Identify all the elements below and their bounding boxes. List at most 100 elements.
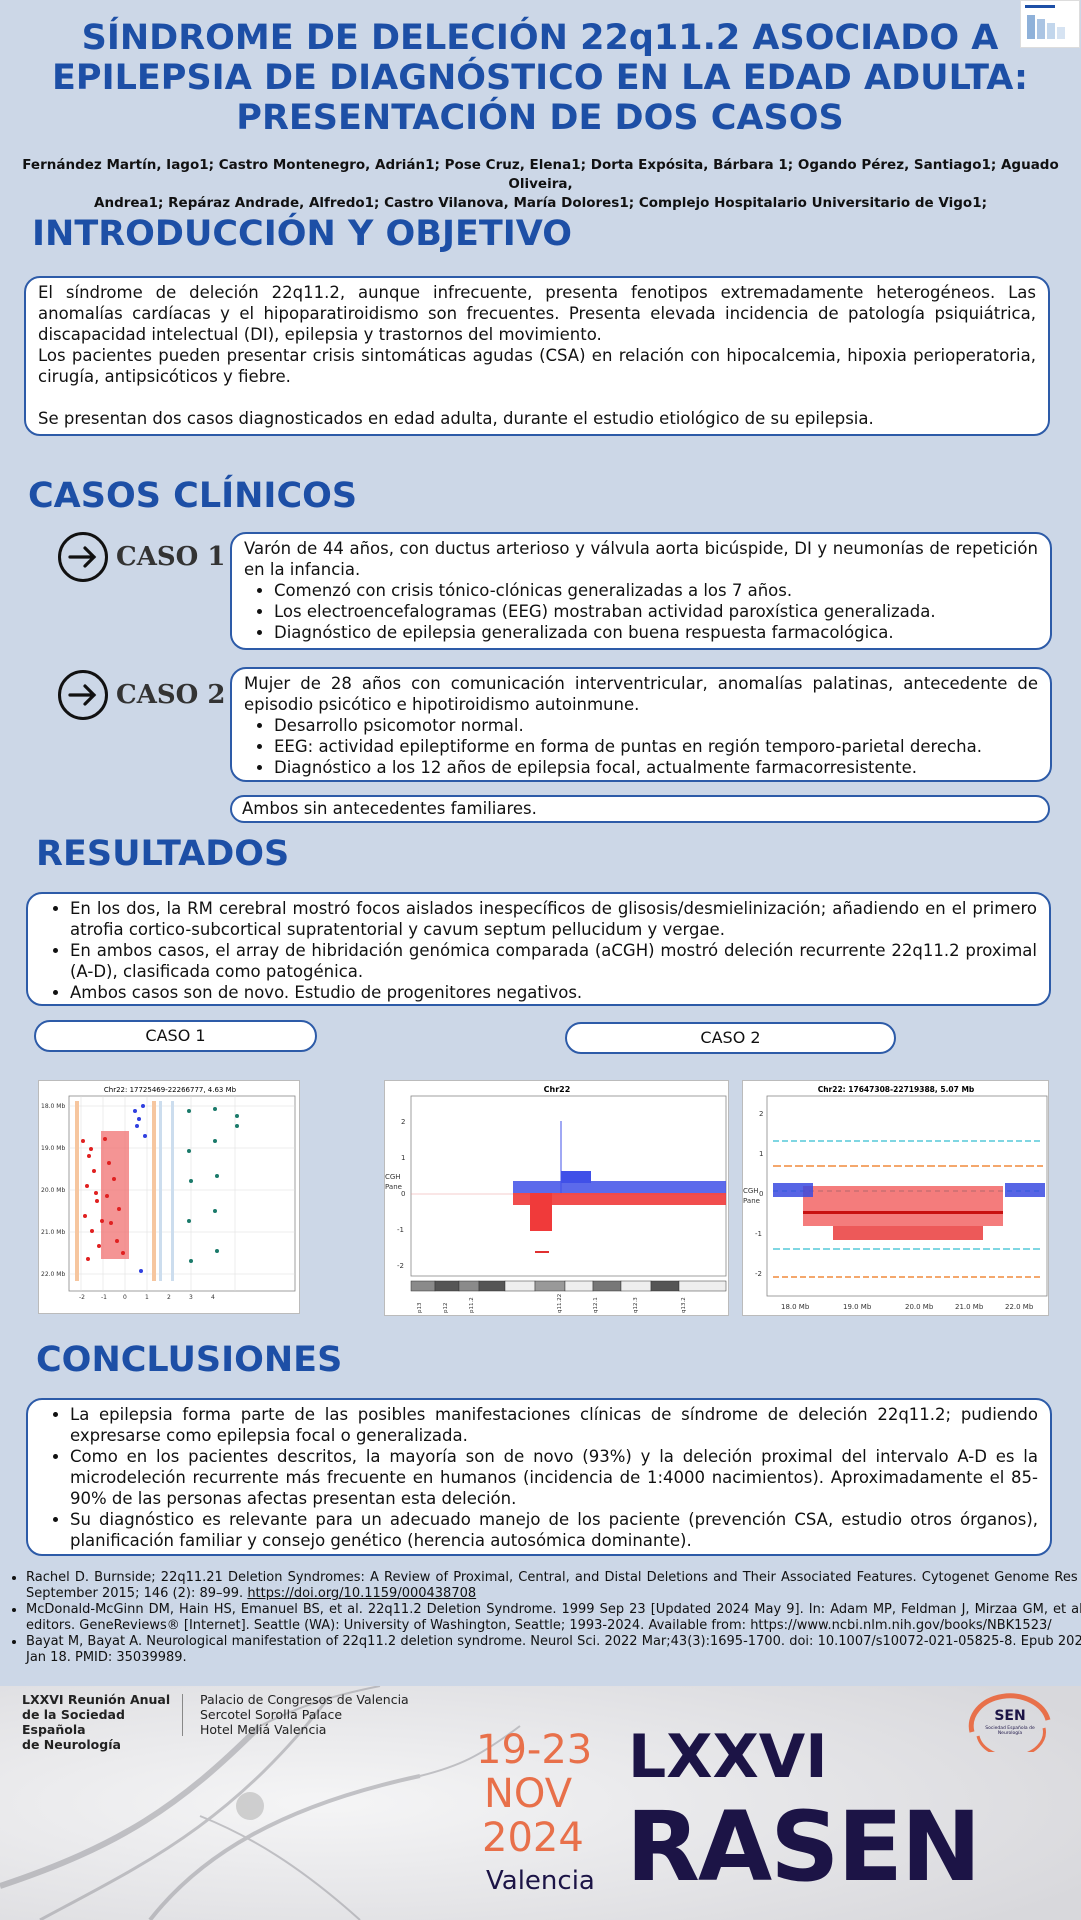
fig3-xtick: 20.0 Mb	[905, 1303, 934, 1311]
fig3-ytick: -1	[755, 1230, 762, 1238]
footer-divider	[182, 1694, 183, 1736]
caso1-label-text: CASO 1	[116, 542, 226, 572]
fig2-band: p13	[417, 1302, 423, 1313]
congress-footer: LXXVI Reunión Anual de la Sociedad Españ…	[0, 1686, 1081, 1920]
fig2-band: q13.2	[681, 1297, 687, 1313]
venue-line: Hotel Meliá Valencia	[200, 1722, 327, 1737]
congress-city: Valencia	[486, 1866, 595, 1896]
venue-line: Sercotel Sorolla Palace	[200, 1707, 343, 1722]
fig1-xtick: -1	[101, 1294, 107, 1301]
list-item: Ambos casos son de novo. Estudio de prog…	[70, 982, 1037, 1003]
fig2-band: q12.3	[633, 1297, 639, 1313]
list-item: En ambos casos, el array de hibridación …	[70, 940, 1037, 982]
congress-month: NOV	[484, 1771, 573, 1817]
conclusiones-list: La epilepsia forma parte de las posibles…	[40, 1404, 1038, 1551]
title-line-2: EPILEPSIA DE DIAGNÓSTICO EN LA EDAD ADUL…	[52, 58, 1028, 98]
fig2-band: p11.2	[469, 1297, 475, 1313]
list-item: Diagnóstico a los 12 años de epilepsia f…	[274, 757, 1038, 778]
fig1-xtick: -2	[79, 1294, 85, 1301]
caso2-box: Mujer de 28 años con comunicación interv…	[230, 667, 1052, 782]
fig3-xtick: 19.0 Mb	[843, 1303, 872, 1311]
org-line: de Neurología	[22, 1737, 121, 1752]
conclusiones-heading: CONCLUSIONES	[36, 1340, 343, 1380]
fig2-title: Chr22	[544, 1085, 571, 1094]
list-item: EEG: actividad epileptiforme en forma de…	[274, 736, 1038, 757]
fig2-pane-label: Pane	[385, 1183, 402, 1191]
fig2-band: p12	[443, 1303, 449, 1314]
reference-item: Rachel D. Burnside; 22q11.21 Deletion Sy…	[26, 1570, 1081, 1602]
fig3-ylabel: CGH	[743, 1187, 759, 1195]
reference-doi-link[interactable]: https://doi.org/10.1159/000438708	[247, 1586, 477, 1601]
fig1-ytick: 20.0 Mb	[41, 1187, 65, 1194]
fig1-xtick: 3	[189, 1294, 193, 1301]
sen-logo-subtext: Sociedad Española de Neurología	[985, 1726, 1035, 1736]
resultados-heading: RESULTADOS	[36, 834, 290, 874]
fig3-ytick: -2	[755, 1270, 762, 1278]
list-item: Desarrollo psicomotor normal.	[274, 715, 1038, 736]
congress-year: 2024	[482, 1815, 584, 1861]
org-line: de la Sociedad Española	[22, 1707, 125, 1737]
acgh-figure-caso2-detail: Chr22: 17647308-22719388, 5.07 Mb 2 1 0 …	[742, 1080, 1049, 1316]
list-item: Su diagnóstico es relevante para un adec…	[70, 1509, 1038, 1551]
fig1-xtick: 1	[145, 1294, 149, 1301]
fig1-xtick: 2	[167, 1294, 171, 1301]
fig1-title: Chr22: 17725469-22266777, 4.63 Mb	[104, 1086, 237, 1094]
caso2-list: Desarrollo psicomotor normal. EEG: activ…	[244, 715, 1038, 778]
authors-line-2: Andrea1; Repáraz Andrade, Alfredo1; Cast…	[94, 195, 987, 211]
authors-line-1: Fernández Martín, Iago1; Castro Monteneg…	[22, 157, 1059, 192]
fig2-ytick: -1	[397, 1226, 404, 1234]
caso1-box: Varón de 44 años, con ductus arterioso y…	[230, 532, 1052, 650]
caso2-intro: Mujer de 28 años con comunicación interv…	[244, 674, 1038, 714]
poster-title: SÍNDROME DE DELECIÓN 22q11.2 ASOCIADO A …	[40, 18, 1040, 138]
title-line-3: PRESENTACIÓN DE DOS CASOS	[236, 98, 844, 138]
fig2-ylabel: CGH	[385, 1173, 401, 1181]
caso2-label-text: CASO 2	[116, 680, 226, 710]
fig1-ytick: 22.0 Mb	[41, 1271, 65, 1278]
reference-text: Rachel D. Burnside; 22q11.21 Deletion Sy…	[26, 1570, 1081, 1601]
caso1-label: CASO 1	[58, 532, 225, 582]
intro-paragraph-3: Se presentan dos casos diagnosticados en…	[38, 409, 874, 428]
intro-box: El síndrome de deleción 22q11.2, aunque …	[24, 276, 1050, 436]
neuron-background-icon	[0, 1686, 1081, 1920]
fig3-xtick: 18.0 Mb	[781, 1303, 810, 1311]
reference-item: McDonald-McGinn DM, Hain HS, Emanuel BS,…	[26, 1602, 1081, 1634]
list-item: Los electroencefalogramas (EEG) mostraba…	[274, 601, 1038, 622]
fig3-ytick: 2	[759, 1110, 763, 1118]
venue-line: Palacio de Congresos de Valencia	[200, 1692, 409, 1707]
sen-logo-text: SEN	[994, 1708, 1026, 1724]
acgh-figure-caso1: Chr22: 17725469-22266777, 4.63 Mb 18.0 M…	[38, 1080, 300, 1314]
fig1-xtick: 4	[211, 1294, 215, 1301]
resultados-caso1-label: CASO 1	[34, 1020, 317, 1052]
caso1-intro: Varón de 44 años, con ductus arterioso y…	[244, 539, 1038, 579]
fig3-ytick: 1	[759, 1150, 763, 1158]
org-name: LXXVI Reunión Anual de la Sociedad Españ…	[22, 1692, 172, 1752]
references-list: Rachel D. Burnside; 22q11.21 Deletion Sy…	[10, 1570, 1081, 1666]
fig3-xtick: 22.0 Mb	[1005, 1303, 1034, 1311]
congress-dates: 19-23	[476, 1727, 593, 1773]
fig3-ytick: 0	[759, 1190, 763, 1198]
fig1-xtick: 0	[123, 1294, 127, 1301]
congress-event-name: RASEN	[626, 1791, 981, 1903]
authors: Fernández Martín, Iago1; Castro Monteneg…	[20, 156, 1061, 213]
casos-heading: CASOS CLÍNICOS	[28, 476, 358, 516]
congress-edition: LXXVI	[628, 1722, 828, 1792]
caso2-label: CASO 2	[58, 670, 225, 720]
caso1-list: Comenzó con crisis tónico-clónicas gener…	[244, 580, 1038, 643]
resultados-box: En los dos, la RM cerebral mostró focos …	[26, 892, 1051, 1006]
org-line: LXXVI Reunión Anual	[22, 1692, 171, 1707]
fig3-pane-label: Pane	[743, 1197, 760, 1205]
list-item: Como en los pacientes descritos, la mayo…	[70, 1446, 1038, 1509]
list-item: La epilepsia forma parte de las posibles…	[70, 1404, 1038, 1446]
intro-paragraph-2: Los pacientes pueden presentar crisis si…	[38, 346, 1036, 386]
intro-paragraph-1: El síndrome de deleción 22q11.2, aunque …	[38, 283, 1036, 344]
reference-text: Bayat M, Bayat A. Neurological manifesta…	[26, 1634, 1081, 1665]
fig2-ytick: 0	[401, 1190, 405, 1198]
fig2-band: q11.22	[557, 1294, 563, 1313]
sen-logo: SEN Sociedad Española de Neurología	[964, 1692, 1056, 1759]
list-item: Comenzó con crisis tónico-clónicas gener…	[274, 580, 1038, 601]
conclusiones-box: La epilepsia forma parte de las posibles…	[26, 1398, 1052, 1556]
resultados-list: En los dos, la RM cerebral mostró focos …	[40, 898, 1037, 1003]
reference-text: McDonald-McGinn DM, Hain HS, Emanuel BS,…	[26, 1602, 1081, 1633]
title-line-1: SÍNDROME DE DELECIÓN 22q11.2 ASOCIADO A	[81, 18, 999, 58]
fig3-xtick: 21.0 Mb	[955, 1303, 984, 1311]
